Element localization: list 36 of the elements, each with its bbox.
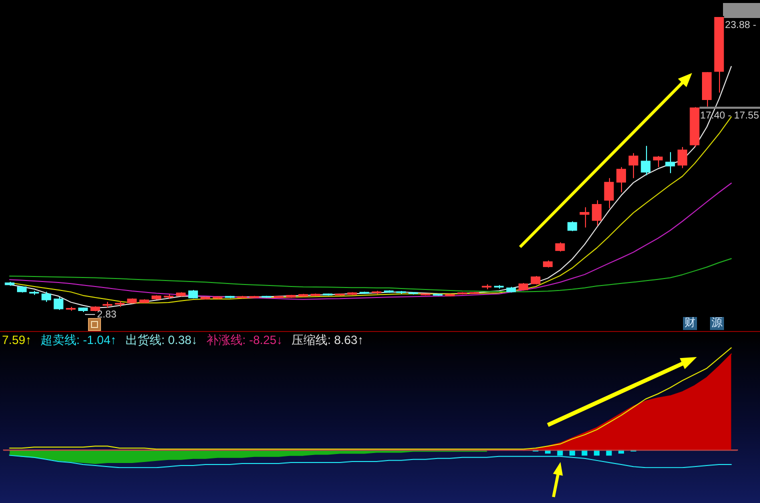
candlestick: [665, 152, 675, 174]
candlestick: [567, 220, 578, 232]
text-button: 财: [683, 317, 697, 330]
ref-line-label: 23.88 -: [725, 20, 756, 31]
candlestick: [139, 298, 149, 304]
candlestick: [237, 295, 247, 299]
candlestick: [347, 292, 357, 296]
candlestick: [212, 296, 222, 300]
candlestick: [470, 291, 480, 294]
candlestick: [41, 291, 52, 302]
candlestick: [188, 289, 198, 299]
candlestick: [274, 295, 284, 298]
annotation: 2.83: [97, 310, 117, 321]
candlestick: [445, 293, 455, 297]
candlestick: [54, 296, 64, 310]
candlestick: [640, 145, 650, 176]
candlestick: [335, 293, 345, 296]
candlestick: [653, 156, 663, 168]
legend-label: 压缩线: 8.63↑: [291, 333, 364, 347]
candlestick: [78, 306, 88, 312]
candlestick: [127, 298, 137, 304]
text: 7.59↑: [2, 333, 32, 347]
candlestick: [530, 275, 540, 285]
candlestick: [604, 178, 614, 209]
candlestick: [152, 294, 162, 300]
candlestick: [322, 292, 332, 296]
text: 超卖线: -1.04↑: [40, 333, 116, 347]
candlestick: [580, 206, 590, 228]
candlestick: [628, 152, 638, 179]
candlestick: [555, 242, 565, 252]
candlestick: [200, 296, 210, 300]
legend-label: 出货线: 0.38↓: [125, 333, 198, 347]
candlestick: [249, 295, 260, 298]
text-button: 源: [710, 317, 724, 330]
candlestick: [714, 16, 724, 94]
legend-label: 补涨线: -8.25↓: [206, 333, 282, 347]
